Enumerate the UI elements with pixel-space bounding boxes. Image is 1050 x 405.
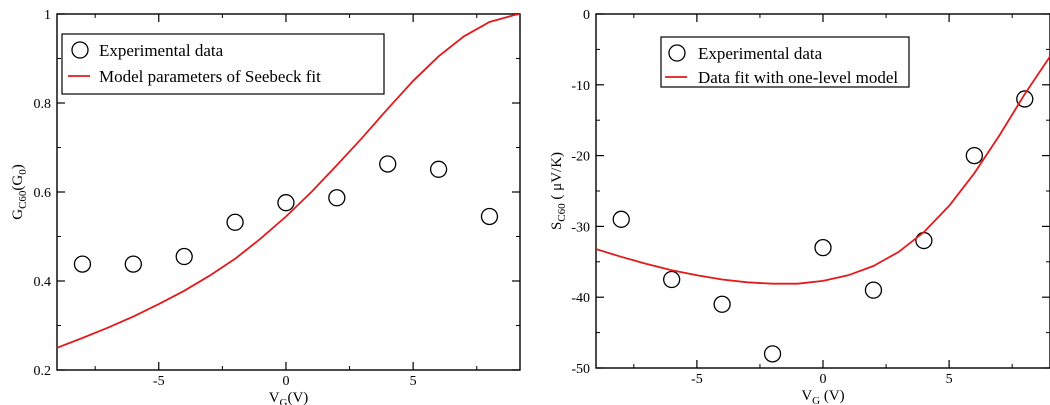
data-point <box>429 160 448 178</box>
series-line-2 <box>57 14 520 349</box>
chart-panel-1: 0.2 0.4 0.6 0.8 1 -5 0 5 VG(V) GC60(G0) Experiment… <box>10 8 521 405</box>
data-point <box>814 238 832 257</box>
x-axis-label: VG (V) <box>801 388 844 405</box>
data-point <box>226 213 244 231</box>
data-point <box>379 155 397 173</box>
series-line-2 <box>596 55 1050 285</box>
x-tick-label: 5 <box>946 372 953 387</box>
data-point <box>763 345 782 363</box>
legend-marker-swatch <box>668 44 686 62</box>
data-point <box>864 281 883 299</box>
data-point <box>713 295 731 313</box>
legend-entry-label: Data fit with one-level model <box>698 68 898 87</box>
x-tick-label: -5 <box>153 374 165 389</box>
data-point <box>328 189 346 207</box>
y-tick-label: 1 <box>44 8 51 23</box>
x-tick-label: -5 <box>691 372 703 387</box>
x-tick-label: 5 <box>410 374 417 389</box>
legend-entry-label: Model parameters of Seebeck fit <box>99 67 321 86</box>
legend: Experimental data Data fit with one-level… <box>660 36 910 88</box>
y-tick-label: 0.4 <box>34 275 52 290</box>
y-tick-label: -20 <box>571 150 590 165</box>
y-tick-label: -10 <box>571 79 590 94</box>
data-point <box>175 247 193 266</box>
data-point <box>965 146 983 165</box>
legend-entry-label: Experimental data <box>698 44 823 63</box>
legend-marker-swatch <box>71 41 89 59</box>
x-tick-label: 0 <box>282 374 289 389</box>
legend-entry-label: Experimental data <box>99 41 224 60</box>
data-point <box>1016 90 1034 108</box>
legend: Experimental data Model parameters of See… <box>61 33 385 95</box>
y-tick-label: 0.8 <box>34 97 52 112</box>
y-tick-label: -40 <box>571 291 590 306</box>
x-tick-label: 0 <box>820 372 827 387</box>
y-tick-label: 0 <box>583 8 590 23</box>
legend-box <box>61 33 385 95</box>
y-tick-label: 0.2 <box>34 364 52 379</box>
data-point <box>915 231 933 250</box>
data-point <box>480 207 499 226</box>
data-point <box>663 270 681 289</box>
data-point <box>124 255 142 273</box>
y-tick-label: -50 <box>571 362 590 377</box>
y-axis-label: SC60 ( μV/K) <box>549 152 568 230</box>
data-point <box>277 194 295 212</box>
chart-panel-2: -50-40-30-20-100-5 0 5VG (V)SC60 ( μV/K)Ex… <box>549 8 1050 405</box>
y-tick-label: 0.6 <box>34 186 52 201</box>
data-point <box>73 255 92 273</box>
y-tick-label: -30 <box>571 220 590 235</box>
x-axis-label: VG(V) <box>269 390 309 405</box>
data-point <box>612 210 630 228</box>
y-axis-label: GC60(G0) <box>10 164 29 220</box>
legend-box <box>660 36 910 88</box>
